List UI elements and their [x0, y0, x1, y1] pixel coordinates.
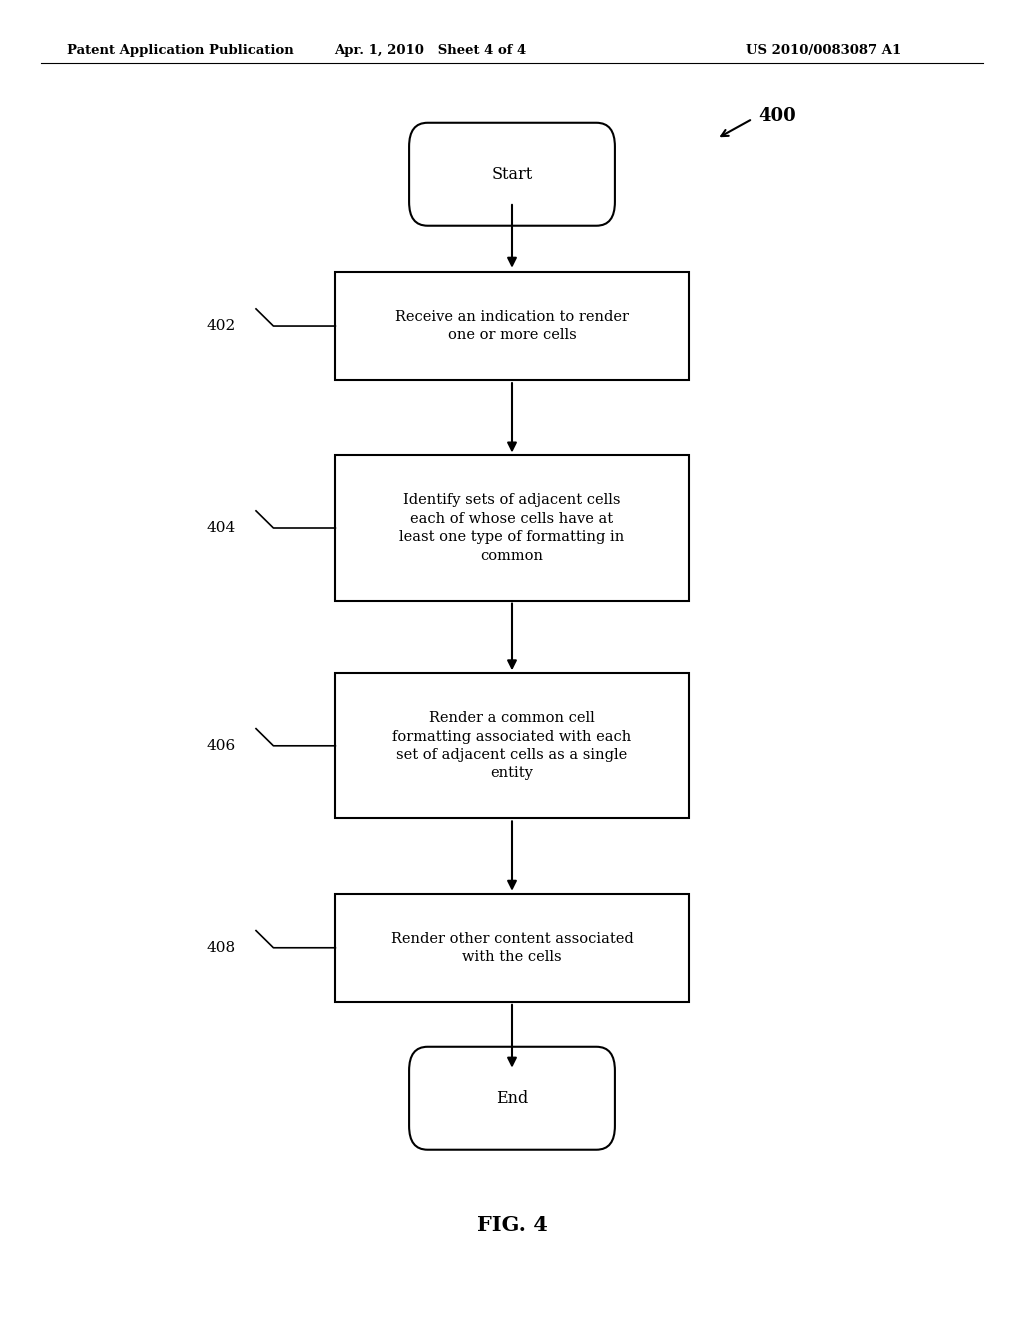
Text: FIG. 4: FIG. 4	[476, 1214, 548, 1236]
Bar	[336, 455, 688, 601]
Text: Receive an indication to render
one or more cells: Receive an indication to render one or m…	[395, 310, 629, 342]
Bar	[336, 272, 688, 380]
Text: Render a common cell
formatting associated with each
set of adjacent cells as a : Render a common cell formatting associat…	[392, 711, 632, 780]
FancyBboxPatch shape	[409, 123, 614, 226]
Text: 406: 406	[206, 739, 236, 752]
Text: Patent Application Publication: Patent Application Publication	[67, 44, 293, 57]
Text: US 2010/0083087 A1: US 2010/0083087 A1	[745, 44, 901, 57]
Text: Apr. 1, 2010   Sheet 4 of 4: Apr. 1, 2010 Sheet 4 of 4	[334, 44, 526, 57]
Text: Start: Start	[492, 166, 532, 182]
Text: Render other content associated
with the cells: Render other content associated with the…	[390, 932, 634, 964]
Text: 404: 404	[206, 521, 236, 535]
Text: Identify sets of adjacent cells
each of whose cells have at
least one type of fo: Identify sets of adjacent cells each of …	[399, 494, 625, 562]
Text: 402: 402	[206, 319, 236, 333]
Text: 408: 408	[207, 941, 236, 954]
FancyBboxPatch shape	[409, 1047, 614, 1150]
Bar	[336, 894, 688, 1002]
Bar	[336, 673, 688, 818]
Text: 400: 400	[758, 107, 796, 125]
Text: End: End	[496, 1090, 528, 1106]
